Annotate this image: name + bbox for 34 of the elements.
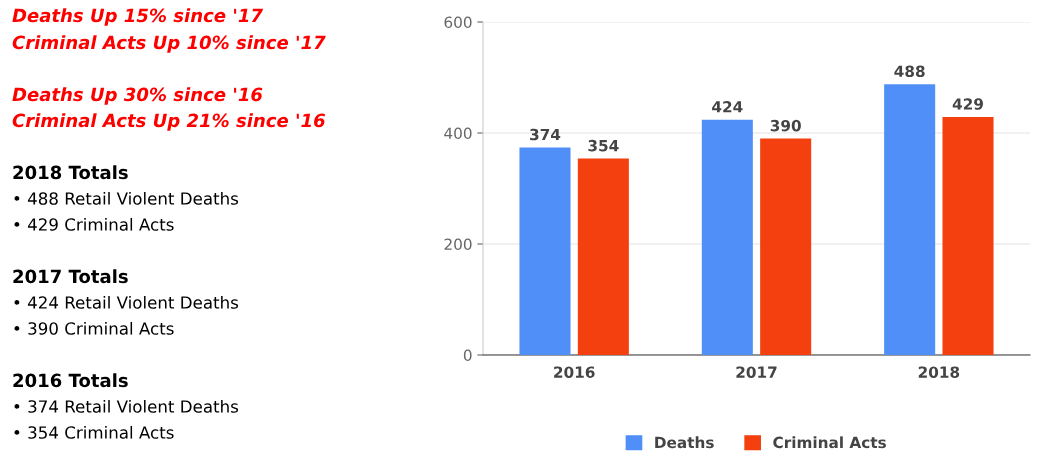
bar <box>884 84 936 355</box>
y-tick-label: 200 <box>444 238 472 251</box>
y-tick-label: 400 <box>444 127 472 140</box>
data-label: 354 <box>588 139 619 152</box>
legend-label: Criminal Acts <box>773 436 886 449</box>
bar <box>942 116 994 355</box>
data-label: 488 <box>894 65 925 78</box>
text: 2017 Totals <box>13 269 128 284</box>
text: • 488 Retail Violent Deaths <box>14 191 239 205</box>
text: 2018 Totals <box>13 165 128 180</box>
y-tick-label: 0 <box>463 349 472 362</box>
text: • 390 Criminal Acts <box>14 321 174 335</box>
x-tick-label: 2017 <box>736 366 777 378</box>
bar <box>701 119 753 355</box>
text: Criminal Acts Up 10% since '17 <box>12 35 326 53</box>
bar <box>577 158 629 355</box>
x-tick-label: 2016 <box>554 366 595 378</box>
x-tick-label: 2018 <box>918 366 960 378</box>
text: Deaths Up 15% since '17 <box>12 8 263 26</box>
bar <box>519 147 571 355</box>
y-tick-label: 600 <box>444 16 472 29</box>
legend-label: Deaths <box>655 436 714 449</box>
data-label: 424 <box>712 101 743 113</box>
text: • 354 Criminal Acts <box>14 425 174 439</box>
text: Criminal Acts Up 21% since '16 <box>12 113 326 131</box>
text: • 424 Retail Violent Deaths <box>14 295 239 309</box>
bar <box>760 138 812 355</box>
text: • 429 Criminal Acts <box>14 217 174 231</box>
data-label: 429 <box>952 98 983 110</box>
text: 2016 Totals <box>13 373 128 388</box>
data-label: 390 <box>770 119 801 132</box>
text: • 374 Retail Violent Deaths <box>14 399 239 413</box>
data-label: 374 <box>530 128 561 141</box>
text: Deaths Up 30% since '16 <box>12 87 263 105</box>
